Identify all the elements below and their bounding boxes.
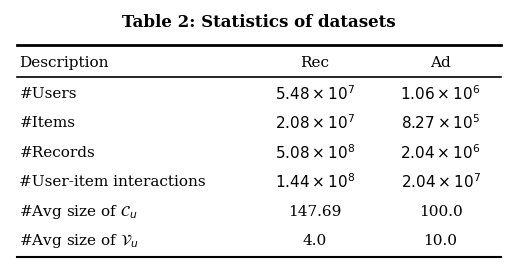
Text: $5.08 \times10^8$: $5.08 \times10^8$ bbox=[275, 143, 355, 162]
Text: $2.04 \times10^7$: $2.04 \times10^7$ bbox=[400, 173, 481, 192]
Text: #Users: #Users bbox=[19, 87, 77, 100]
Text: Description: Description bbox=[19, 55, 109, 70]
Text: $1.44 \times10^8$: $1.44 \times10^8$ bbox=[275, 173, 355, 192]
Text: #Avg size of $\mathcal{C}_u$: #Avg size of $\mathcal{C}_u$ bbox=[19, 203, 138, 221]
Text: #Avg size of $\mathcal{V}_u$: #Avg size of $\mathcal{V}_u$ bbox=[19, 232, 139, 250]
Text: Rec: Rec bbox=[300, 55, 329, 70]
Text: $5.48 \times10^7$: $5.48 \times10^7$ bbox=[275, 84, 355, 103]
Text: #Records: #Records bbox=[19, 146, 95, 160]
Text: $2.04 \times10^6$: $2.04 \times10^6$ bbox=[400, 143, 481, 162]
Text: 10.0: 10.0 bbox=[424, 234, 457, 248]
Text: Table 2: Statistics of datasets: Table 2: Statistics of datasets bbox=[122, 14, 396, 31]
Text: Ad: Ad bbox=[430, 55, 451, 70]
Text: 100.0: 100.0 bbox=[419, 205, 463, 219]
Text: $8.27 \times10^5$: $8.27 \times10^5$ bbox=[401, 114, 480, 132]
Text: #User-item interactions: #User-item interactions bbox=[19, 175, 206, 189]
Text: $1.06 \times10^6$: $1.06 \times10^6$ bbox=[400, 84, 481, 103]
Text: #Items: #Items bbox=[19, 116, 76, 130]
Text: 147.69: 147.69 bbox=[288, 205, 341, 219]
Text: 4.0: 4.0 bbox=[303, 234, 327, 248]
Text: $2.08 \times10^7$: $2.08 \times10^7$ bbox=[275, 114, 355, 132]
